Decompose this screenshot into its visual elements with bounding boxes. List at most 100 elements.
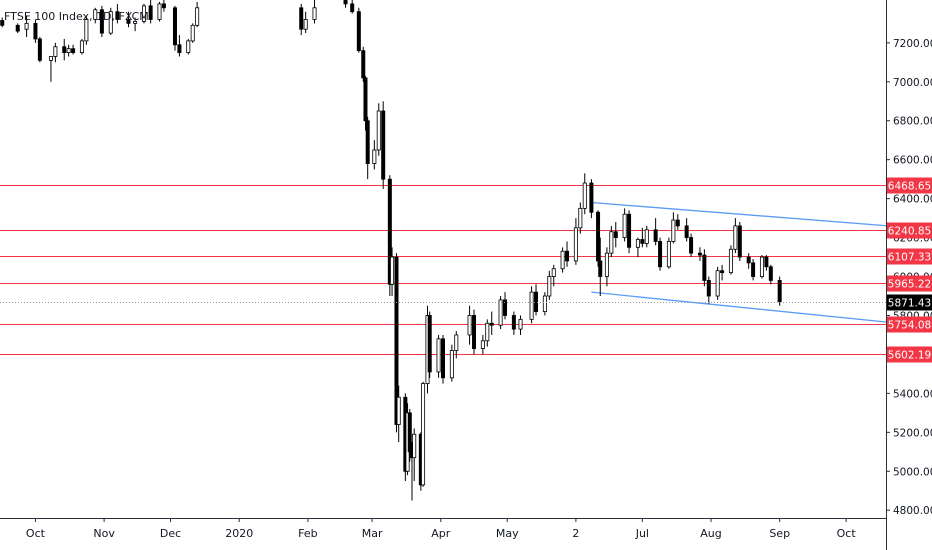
candle: [720, 264, 725, 281]
candle: [449, 344, 454, 382]
candle-body: [0, 20, 5, 26]
level-badge-label: 5965.22: [888, 279, 931, 291]
trendline: [591, 291, 889, 323]
candle: [551, 264, 556, 287]
candle-body: [454, 334, 459, 351]
candle-body: [186, 40, 191, 53]
candle-body: [480, 340, 485, 349]
candle-body: [596, 211, 601, 262]
candle: [396, 385, 401, 443]
candle-body: [421, 383, 426, 486]
candle: [172, 5, 177, 51]
candle-body: [343, 0, 348, 5]
candle: [161, 0, 166, 12]
candle: [421, 381, 426, 487]
candle-body: [737, 225, 742, 258]
candle: [511, 311, 516, 335]
candle: [565, 241, 570, 267]
candle: [48, 56, 53, 82]
candle-body: [53, 46, 58, 57]
x-tick-label: Oct: [837, 527, 857, 540]
level-badge: [887, 248, 932, 265]
x-tick-label: 2: [572, 527, 579, 540]
candle: [71, 44, 76, 55]
candle: [427, 311, 432, 378]
candle-body: [746, 256, 751, 264]
candle-body: [79, 40, 84, 53]
candle-body: [303, 19, 308, 30]
candle-body: [627, 213, 632, 248]
level-badge: [887, 177, 932, 194]
candle-body: [396, 396, 401, 425]
candle: [689, 233, 694, 258]
level-badge-label: 6240.85: [888, 226, 931, 238]
candle-body: [653, 229, 658, 242]
level-badge-label: 6468.65: [888, 181, 931, 193]
candle-body: [365, 120, 370, 164]
y-tick-label: 6600.00: [893, 155, 932, 167]
candle: [622, 208, 627, 242]
candle-body: [195, 7, 200, 26]
candle-body: [141, 5, 146, 22]
candle-body: [671, 219, 676, 242]
candle-body: [684, 225, 689, 238]
candle-body: [33, 22, 38, 40]
candle-body: [666, 241, 671, 268]
candle-body: [440, 338, 445, 379]
candle: [79, 38, 84, 55]
candle: [706, 276, 711, 304]
candle: [480, 334, 485, 355]
candle-body: [299, 7, 304, 30]
candle: [578, 202, 583, 234]
candle-body: [71, 48, 76, 53]
candle: [195, 1, 200, 28]
candle-body: [706, 280, 711, 297]
candle-body: [728, 248, 733, 274]
candle: [697, 247, 702, 261]
level-badge: [887, 275, 932, 292]
candle-body: [376, 110, 381, 151]
candle-body: [489, 322, 494, 326]
candle-body: [578, 207, 583, 229]
x-tick-label: May: [496, 527, 519, 540]
candle-body: [697, 252, 702, 256]
candle-body: [161, 3, 166, 9]
candle: [596, 210, 601, 267]
candle: [436, 334, 441, 378]
candle: [33, 19, 38, 43]
x-tick-label: Feb: [298, 527, 317, 540]
candle: [53, 42, 58, 63]
candle: [356, 7, 361, 53]
candle-body: [99, 9, 104, 34]
candle-body: [24, 22, 29, 30]
candle-body: [177, 44, 182, 53]
candle-body: [467, 315, 472, 336]
candle: [126, 11, 131, 28]
candle: [764, 255, 769, 271]
candle-body: [529, 291, 534, 320]
candle-body: [133, 21, 138, 24]
candle-body: [394, 256, 399, 425]
candle-body: [689, 237, 694, 254]
candle: [66, 44, 71, 57]
trendline: [591, 201, 889, 227]
candle-body: [622, 213, 627, 238]
x-tick-label: Aug: [700, 527, 721, 540]
candle: [529, 286, 534, 324]
candle: [604, 247, 609, 287]
candle: [609, 225, 614, 258]
candle-body: [715, 270, 720, 297]
candle-body: [472, 315, 477, 349]
x-tick-label: Dec: [160, 527, 181, 540]
x-tick-label: Nov: [93, 527, 115, 540]
candle: [62, 38, 67, 61]
candle: [376, 103, 381, 156]
candle-body: [658, 241, 663, 268]
level-badge: [887, 346, 932, 363]
candle-body: [190, 24, 195, 42]
candle-body: [427, 315, 432, 373]
candle-body: [759, 256, 764, 277]
candle-body: [498, 299, 503, 326]
candle-body: [436, 338, 441, 373]
